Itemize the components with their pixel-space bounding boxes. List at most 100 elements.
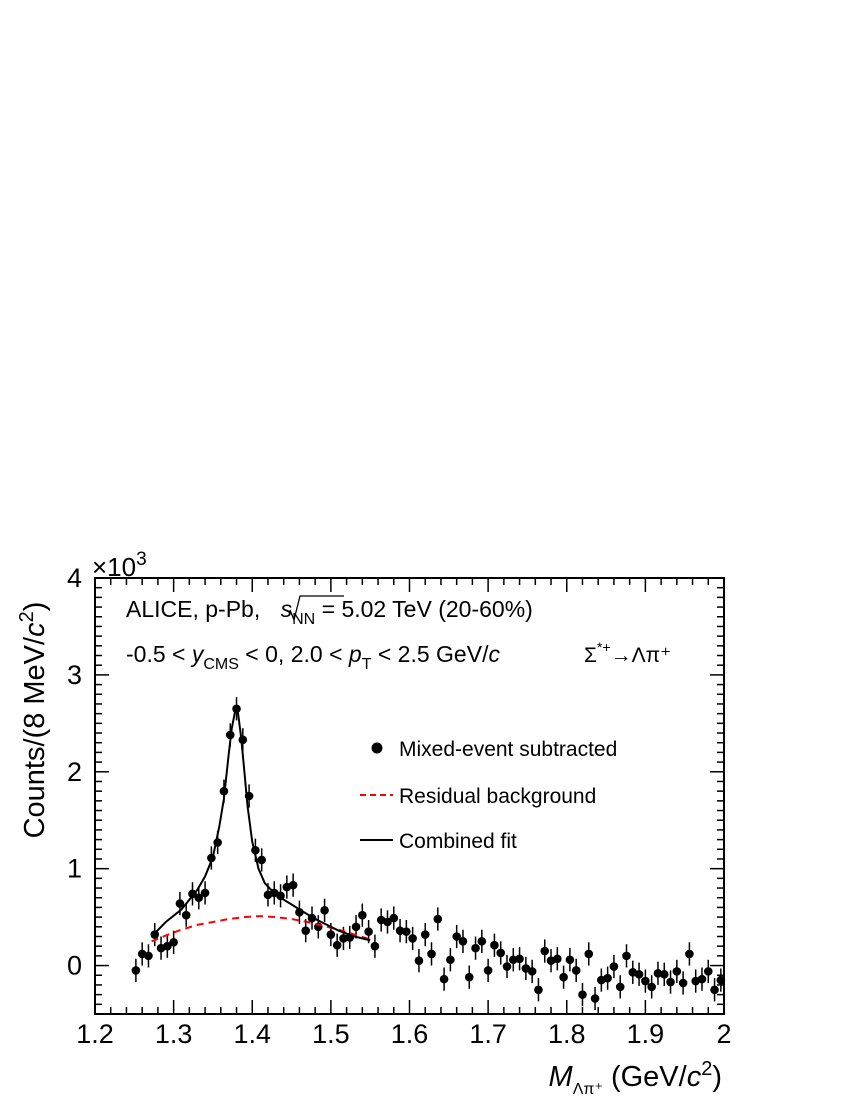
legend: Mixed-event subtracted Residual backgrou… (360, 738, 617, 853)
data-point (659, 969, 669, 979)
x-tick-label: 1.5 (312, 1019, 350, 1049)
data-point (578, 990, 587, 999)
data-point (332, 940, 342, 950)
data-point (194, 893, 204, 903)
x-tick-label: 1.9 (627, 1019, 665, 1049)
data-point (553, 954, 562, 964)
data-point (647, 982, 656, 992)
data-point (622, 951, 631, 961)
data-point (351, 922, 361, 932)
y-tick-label: 3 (67, 660, 82, 690)
x-tick-label: 1.8 (548, 1019, 586, 1049)
data-point (571, 966, 581, 975)
data-point (634, 969, 644, 979)
data-point (685, 949, 694, 959)
data-point (502, 962, 512, 971)
data-point (163, 941, 172, 951)
data-point (257, 855, 266, 865)
data-point (439, 974, 449, 984)
y-tick-label: 4 (67, 563, 82, 593)
y-tick-labels: 0 1 2 3 4 (67, 563, 82, 981)
data-point (464, 972, 474, 982)
data-point (395, 926, 405, 935)
data-point (414, 956, 424, 966)
data-point (320, 906, 329, 915)
data-point (175, 899, 185, 908)
y-axis-title: Counts/(8 MeV/c2) (16, 602, 51, 839)
data-point (615, 982, 625, 992)
annotation-line-2: -0.5 < yCMS < 0, 2.0 < pT < 2.5 GeV/c (126, 641, 500, 673)
data-point (169, 938, 178, 947)
data-point (653, 969, 663, 978)
data-point (458, 937, 468, 946)
data-point (402, 927, 411, 936)
data-point (452, 932, 461, 941)
legend-entry-fit: Combined fit (399, 830, 517, 853)
data-point (364, 927, 373, 936)
combined-fit-curve (150, 706, 371, 942)
data-point (301, 926, 311, 935)
y-multiplier: ×103 (92, 549, 147, 582)
data-point (584, 949, 594, 959)
data-point (697, 974, 707, 984)
data-point (540, 946, 550, 956)
x-tick-label: 1.3 (155, 1019, 193, 1049)
data-point (200, 888, 210, 898)
data-point (490, 940, 499, 950)
data-point (446, 955, 455, 965)
data-point (339, 934, 348, 943)
data-point (358, 910, 367, 920)
axis-ticks (94, 577, 725, 1015)
data-point (383, 917, 392, 927)
data-point (288, 880, 298, 890)
annotation-line-1: ALICE, p-Pb, sNN = 5.02 TeV (20-60%) (126, 596, 533, 628)
data-point (678, 978, 688, 988)
data-point (710, 985, 719, 995)
data-point (609, 962, 619, 971)
data-point (389, 913, 399, 923)
decay-label: Σ*+→Λπ⁺ (584, 639, 671, 667)
data-point (370, 941, 380, 951)
sqrt-sign (289, 595, 344, 623)
data-point (716, 975, 726, 985)
data-point (666, 977, 675, 987)
data-point (433, 914, 443, 924)
y-tick-label: 1 (67, 854, 82, 884)
data-point (326, 930, 336, 939)
data-point (534, 985, 543, 995)
data-point (483, 966, 493, 975)
x-tick-label: 1.4 (233, 1019, 271, 1049)
data-point (471, 943, 480, 953)
data-point (590, 994, 600, 1003)
data-point (144, 951, 153, 961)
data-point (496, 948, 506, 958)
data-point (641, 976, 650, 986)
data-point (565, 955, 575, 965)
data-point (508, 955, 518, 965)
x-tick-label: 1.7 (469, 1019, 507, 1049)
data-point (527, 967, 537, 976)
plot-content (131, 697, 726, 1011)
data-point (477, 937, 487, 946)
x-tick-label: 1.6 (391, 1019, 429, 1049)
data-point (420, 930, 430, 939)
x-tick-labels: 1.2 1.3 1.4 1.5 1.6 1.7 1.8 1.9 2 (76, 1019, 731, 1049)
x-tick-label: 1.2 (76, 1019, 114, 1049)
x-tick-label: 2 (716, 1019, 731, 1049)
data-point (672, 967, 682, 976)
data-point (408, 934, 417, 943)
data-point (603, 973, 612, 983)
data-point (559, 972, 568, 982)
legend-entry-points: Mixed-event subtracted (399, 738, 617, 761)
data-point (131, 966, 141, 975)
y-tick-label: 0 (67, 951, 82, 981)
legend-entry-background: Residual background (399, 785, 596, 808)
x-axis-title: MΛπ⁺ (GeV/c2) (549, 1058, 722, 1098)
y-tick-label: 2 (67, 757, 82, 787)
data-point (703, 967, 713, 976)
data-point (515, 954, 524, 964)
data-point (181, 910, 191, 920)
legend-marker-points (371, 742, 383, 754)
data-point (238, 735, 248, 745)
